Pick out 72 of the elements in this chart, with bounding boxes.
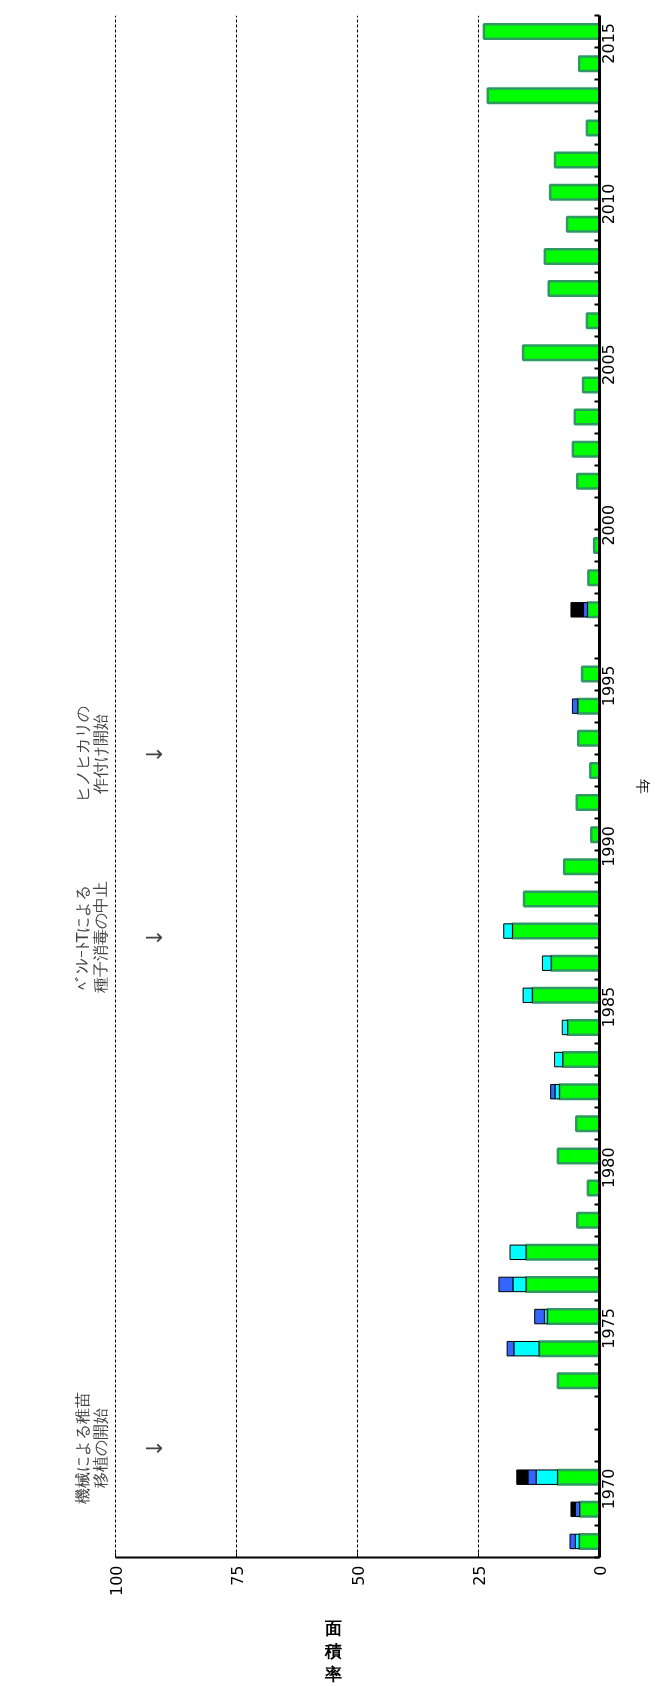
y-tick-label: 2010	[598, 183, 618, 225]
bar	[566, 1018, 600, 1036]
bar	[554, 1051, 564, 1068]
x-tick-label: 75	[227, 1565, 247, 1586]
bar	[549, 954, 600, 972]
bar	[587, 569, 600, 587]
bar	[546, 1308, 600, 1326]
bar	[509, 1244, 527, 1261]
bar	[570, 1501, 576, 1518]
text: 移植の開始	[90, 1408, 110, 1489]
x-tick-label: 25	[469, 1565, 489, 1586]
y-tick-label: 2005	[598, 344, 618, 385]
text: ﾍﾞﾝﾚｰﾄTによる	[73, 884, 93, 991]
bar	[556, 1147, 600, 1165]
x-tick-label: 50	[348, 1565, 368, 1586]
bar	[548, 183, 600, 201]
annotation: ↓	[142, 928, 168, 947]
bar	[521, 344, 600, 362]
bar	[576, 729, 600, 747]
bar	[522, 890, 600, 908]
bar	[569, 1533, 576, 1550]
bar	[562, 858, 600, 876]
bar	[581, 376, 600, 394]
text: 機械による稚苗	[73, 1392, 93, 1505]
annotation: ↓	[142, 745, 168, 764]
y-tick-label: 1970	[598, 1468, 618, 1510]
y-tick-label: 1980	[598, 1147, 618, 1189]
text: 種子消毒の中止	[90, 881, 110, 994]
bar	[553, 151, 600, 169]
bar	[570, 602, 585, 618]
bar	[543, 247, 600, 265]
bar	[541, 955, 552, 971]
y-tick-label: 2000	[598, 504, 618, 546]
bar	[547, 280, 600, 298]
y-tick-label: 2015	[598, 22, 618, 64]
bar	[524, 1243, 600, 1261]
bar	[537, 1340, 600, 1358]
bar	[575, 794, 600, 812]
annotation: ↓	[142, 1439, 168, 1458]
bar	[565, 215, 600, 233]
bar	[577, 55, 600, 73]
bar	[571, 440, 600, 458]
bar	[561, 1019, 569, 1036]
bar	[576, 472, 600, 490]
text: ヒノヒカリの	[73, 706, 93, 803]
bar	[534, 1308, 545, 1325]
bar	[561, 1051, 600, 1069]
bar	[482, 23, 600, 41]
bar	[522, 987, 533, 1004]
bar	[524, 1275, 600, 1293]
bar	[531, 986, 600, 1004]
bar	[556, 1372, 600, 1390]
x-axis-title: 面積率	[324, 1619, 342, 1684]
y-tick-label: 1990	[598, 826, 618, 867]
bar	[550, 1083, 556, 1100]
bar	[573, 408, 600, 426]
bar	[580, 665, 600, 683]
y-axis-title: 年	[634, 779, 652, 794]
bar	[575, 1115, 600, 1133]
bar	[503, 923, 513, 939]
bar	[556, 1468, 600, 1486]
bar	[511, 922, 600, 940]
bar	[576, 1211, 600, 1229]
text: 作付け開始	[90, 714, 110, 796]
bar	[571, 698, 579, 714]
y-tick-label: 1985	[598, 986, 618, 1028]
bar	[558, 1083, 600, 1101]
y-tick-label: 1975	[598, 1307, 618, 1349]
y-tick-label: 1995	[598, 665, 618, 707]
bar	[486, 87, 600, 105]
x-tick-label: 0	[590, 1565, 610, 1576]
x-tick-label: 100	[106, 1565, 126, 1597]
